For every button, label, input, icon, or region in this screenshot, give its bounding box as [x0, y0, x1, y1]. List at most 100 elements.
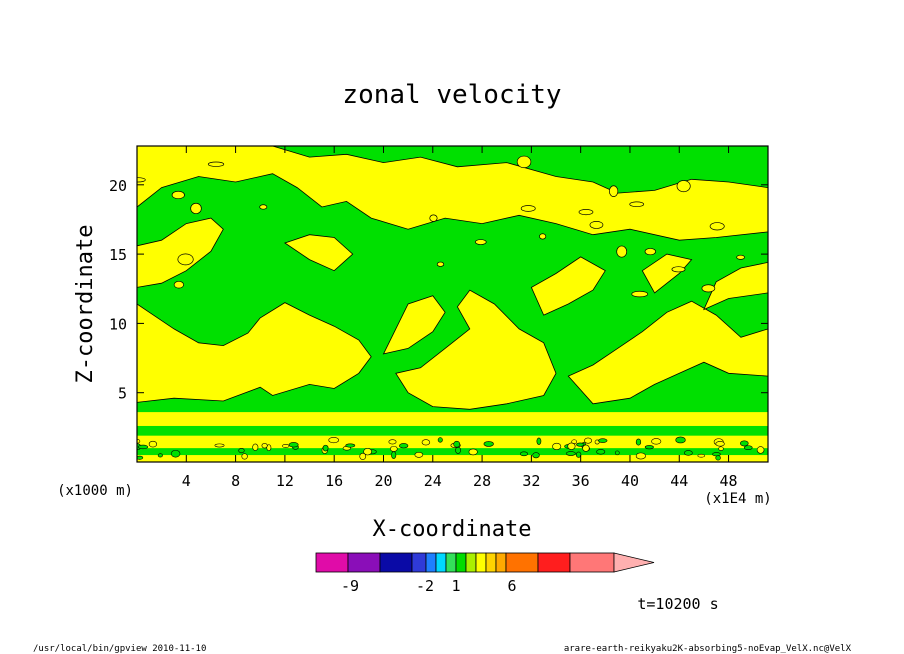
- field-cell: [532, 452, 540, 459]
- field-cell: [429, 214, 438, 222]
- field-cell: [516, 155, 532, 169]
- field-cell: [536, 437, 542, 445]
- colorbar: -9 -2 1 6: [315, 552, 655, 595]
- field-cell: [520, 205, 536, 212]
- x-tick-label: 20: [374, 472, 392, 490]
- field-cell: [421, 439, 431, 446]
- field-cell: [676, 180, 691, 193]
- field-cell: [644, 248, 656, 256]
- colorbar-arrow: [613, 552, 655, 573]
- x-unit-label: (x1E4 m): [704, 491, 771, 507]
- field-cell: [697, 453, 706, 458]
- colorbar-swatch: [537, 552, 571, 573]
- field-cell: [483, 441, 494, 447]
- field-cell: [390, 445, 398, 452]
- y-axis-ticks: 5 10 15 20: [109, 177, 768, 403]
- field-cell: [399, 443, 409, 449]
- colorbar-swatch: [465, 552, 477, 573]
- field-cell: [519, 451, 529, 457]
- field-cell: [709, 222, 725, 231]
- field-cell: [671, 266, 686, 273]
- field-cell: [644, 445, 654, 450]
- field-region: [641, 253, 693, 294]
- colorbar-swatch: [505, 552, 539, 573]
- x-tick-label: 4: [182, 472, 191, 490]
- field-cell: [675, 436, 686, 444]
- field-region: [382, 295, 446, 355]
- field-cell: [177, 253, 194, 266]
- field-cell: [736, 254, 745, 260]
- x-tick-label: 48: [720, 472, 738, 490]
- colorbar-swatch: [435, 552, 447, 573]
- field-cell: [575, 451, 582, 458]
- x-tick-label: 16: [325, 472, 343, 490]
- field-cell: [589, 220, 604, 229]
- colorbar-tick-label: 1: [451, 577, 460, 595]
- colorbar-swatch: [425, 552, 437, 573]
- field-cell: [345, 443, 356, 448]
- colorbar-swatch: [475, 552, 487, 573]
- field-cell: [214, 443, 225, 448]
- field-cell: [238, 448, 245, 454]
- field-cell: [328, 437, 339, 444]
- field-cell: [282, 444, 290, 448]
- field-cell: [170, 449, 181, 458]
- field-cell: [567, 442, 576, 450]
- field-cell: [388, 439, 397, 445]
- x-tick-label: 12: [276, 472, 294, 490]
- field-cell: [137, 444, 149, 450]
- y-tick-label: 20: [109, 177, 127, 195]
- footer-right: arare-earth-reikyaku2K-absorbing5-noEvap…: [564, 644, 852, 654]
- field-cell: [609, 185, 619, 197]
- x-axis-ticks: 4 8 12 16 20 24 28 32 36 40 44 48: [182, 146, 738, 490]
- field-cell: [157, 453, 163, 458]
- field-cell: [715, 441, 725, 447]
- field-region: [137, 217, 224, 288]
- field-cell: [148, 440, 158, 448]
- colorbar-swatch: [495, 552, 507, 573]
- x-tick-label: 28: [473, 472, 491, 490]
- field-band: [137, 455, 768, 462]
- field-region: [395, 289, 557, 410]
- colorbar-swatch: [455, 552, 467, 573]
- field-cell: [582, 444, 590, 452]
- field-cell: [629, 201, 645, 208]
- field-cell: [539, 233, 547, 240]
- field-cell: [137, 455, 144, 460]
- field-cell: [701, 284, 716, 293]
- field-cell: [190, 202, 202, 215]
- y-axis-label: Z-coordinate: [73, 225, 98, 384]
- time-label: t=10200 s: [637, 595, 718, 613]
- colorbar-swatch: [315, 552, 349, 573]
- field-cell: [261, 442, 268, 449]
- x-axis-label: X-coordinate: [373, 517, 532, 542]
- field-region: [530, 256, 606, 316]
- field-cell: [453, 440, 461, 448]
- field-region: [137, 146, 768, 241]
- x-tick-label: 8: [231, 472, 240, 490]
- field-cell: [414, 452, 424, 458]
- x-tick-label: 40: [621, 472, 639, 490]
- field-cell: [616, 245, 628, 258]
- field-cell: [468, 448, 478, 456]
- colorbar-swatch: [569, 552, 615, 573]
- field-cell: [259, 204, 268, 210]
- field-cell: [565, 451, 576, 456]
- field-cell: [288, 442, 299, 448]
- field-cell: [552, 442, 562, 451]
- field-cell: [635, 452, 646, 460]
- field-cell: [359, 452, 367, 460]
- colorbar-swatch: [347, 552, 381, 573]
- field-region: [703, 261, 768, 311]
- colorbar-swatch: [485, 552, 497, 573]
- colorbar-tick-label: 6: [507, 577, 516, 595]
- field-cell: [718, 446, 724, 451]
- field-band: [137, 412, 768, 426]
- field-cell: [715, 455, 721, 461]
- y-unit-label: (x1000 m): [57, 483, 133, 499]
- field-cell: [598, 438, 608, 443]
- colorbar-swatch: [379, 552, 413, 573]
- field-cell: [241, 453, 248, 460]
- x-tick-label: 32: [522, 472, 540, 490]
